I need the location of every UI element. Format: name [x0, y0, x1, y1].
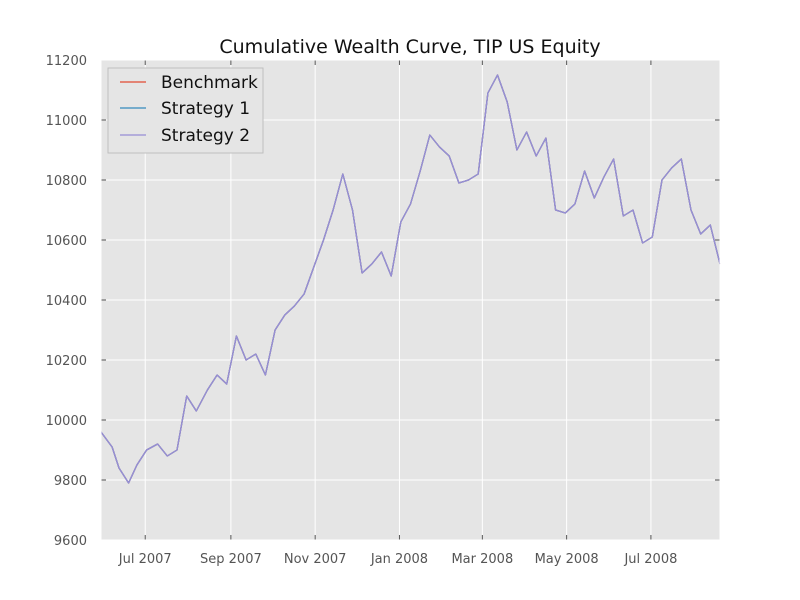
y-tick-label: 11000 — [46, 114, 87, 129]
series-lines — [100, 74, 721, 484]
y-tick-label: 10600 — [46, 234, 87, 249]
legend: Benchmark Strategy 1 Strategy 2 — [107, 67, 264, 154]
y-tick-label: 11200 — [46, 54, 87, 69]
x-tick-label: May 2008 — [535, 552, 599, 567]
legend-label-strategy-2: Strategy 2 — [161, 126, 250, 146]
y-tick-label: 10400 — [46, 294, 87, 309]
x-tick-label: Jul 2007 — [118, 552, 172, 567]
x-tick-label: Mar 2008 — [451, 552, 513, 567]
y-tick-label: 9600 — [54, 534, 87, 549]
x-tick-label: Jul 2008 — [623, 552, 677, 567]
y-tick-labels: 9600 9800 10000 10200 10400 10600 10800 11000 11… — [46, 54, 87, 549]
y-tick-label: 9800 — [54, 474, 87, 489]
y-tick-label: 10800 — [46, 174, 87, 189]
plot-frame — [100, 59, 721, 541]
chart-title: Cumulative Wealth Curve, TIP US Equity — [219, 36, 600, 58]
series-line-strategy-2 — [100, 74, 721, 484]
y-tick-label: 10000 — [46, 414, 87, 429]
x-tick-label: Sep 2007 — [200, 552, 262, 567]
y-tick-label: 10200 — [46, 354, 87, 369]
x-tick-label: Nov 2007 — [284, 552, 347, 567]
x-tick-label: Jan 2008 — [370, 552, 428, 567]
x-tick-labels: Jul 2007 Sep 2007 Nov 2007 Jan 2008 Mar 2008… — [118, 552, 678, 567]
legend-label-benchmark: Benchmark — [161, 73, 258, 93]
legend-label-strategy-1: Strategy 1 — [161, 99, 250, 119]
